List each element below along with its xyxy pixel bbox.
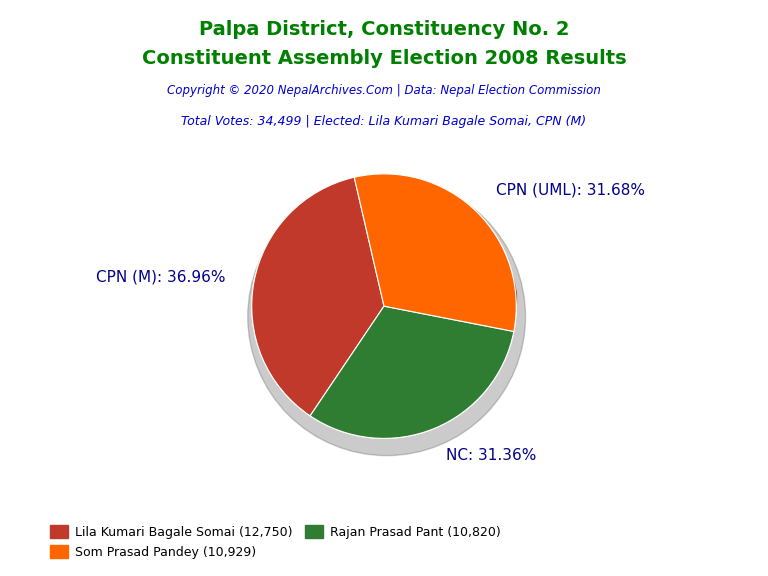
Wedge shape [354, 174, 516, 331]
Text: CPN (M): 36.96%: CPN (M): 36.96% [96, 270, 225, 285]
Wedge shape [252, 177, 384, 416]
Text: CPN (UML): 31.68%: CPN (UML): 31.68% [496, 183, 645, 198]
Legend: Lila Kumari Bagale Somai (12,750), Som Prasad Pandey (10,929), Rajan Prasad Pant: Lila Kumari Bagale Somai (12,750), Som P… [45, 521, 505, 564]
Wedge shape [310, 306, 514, 438]
Text: NC: 31.36%: NC: 31.36% [445, 448, 536, 463]
Text: Copyright © 2020 NepalArchives.Com | Data: Nepal Election Commission: Copyright © 2020 NepalArchives.Com | Dat… [167, 84, 601, 97]
Wedge shape [310, 306, 514, 438]
Wedge shape [252, 177, 384, 416]
Text: Palpa District, Constituency No. 2: Palpa District, Constituency No. 2 [199, 20, 569, 39]
Text: Constituent Assembly Election 2008 Results: Constituent Assembly Election 2008 Resul… [141, 49, 627, 68]
Ellipse shape [248, 178, 525, 456]
Text: Total Votes: 34,499 | Elected: Lila Kumari Bagale Somai, CPN (M): Total Votes: 34,499 | Elected: Lila Kuma… [181, 115, 587, 128]
Wedge shape [354, 174, 516, 331]
